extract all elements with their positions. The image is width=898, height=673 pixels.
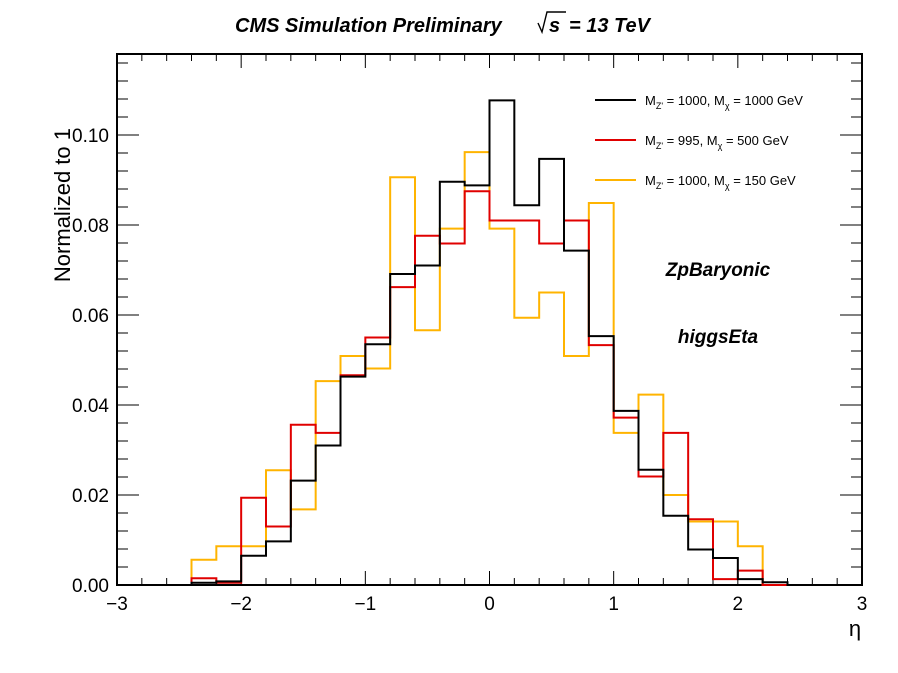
y-tick-label: 0.02 [72, 486, 109, 507]
chart-title: CMS Simulation Preliminary s = 13 TeV [235, 11, 652, 37]
x-axis-label: η [849, 616, 861, 641]
annotation-process: ZpBaryonic [665, 260, 771, 281]
y-tick-label: 0.10 [72, 126, 109, 147]
legend-label-1: MZ' = 1000, Mχ = 1000 GeV [645, 93, 803, 111]
legend-label-2: MZ' = 995, Mχ = 500 GeV [645, 133, 789, 151]
title-energy: = 13 TeV [569, 15, 652, 37]
legend-label-3: MZ' = 1000, Mχ = 150 GeV [645, 173, 796, 191]
x-tick-label: 1 [608, 594, 619, 615]
y-tick-label: 0.06 [72, 306, 109, 327]
title-text: CMS Simulation Preliminary [235, 15, 503, 37]
y-tick-label: 0.04 [72, 396, 109, 417]
series-group [117, 99, 862, 586]
x-tick-label: −2 [230, 594, 252, 615]
axis-ticks [116, 54, 863, 586]
x-tick-label: 3 [857, 594, 868, 615]
axis-tick-labels: −3 −2 −1 0 1 2 3 0.00 0.02 0.04 0.06 0.08 0.10 [72, 126, 867, 615]
legend: MZ' = 1000, Mχ = 1000 GeV MZ' = 995, Mχ =… [595, 93, 803, 191]
series-line-2 [117, 190, 862, 586]
svg-text:s: s [549, 15, 560, 37]
annotation-variable: higgsEta [678, 327, 759, 348]
series-line-1 [117, 99, 862, 586]
y-tick-label: 0.00 [72, 576, 109, 597]
x-tick-label: 2 [733, 594, 744, 615]
x-tick-label: −1 [354, 594, 376, 615]
y-axis-label: Normalized to 1 [50, 128, 75, 282]
x-tick-label: −3 [106, 594, 128, 615]
y-tick-label: 0.08 [72, 216, 109, 237]
x-tick-label: 0 [484, 594, 495, 615]
sqrt-s-symbol: s [537, 11, 566, 37]
